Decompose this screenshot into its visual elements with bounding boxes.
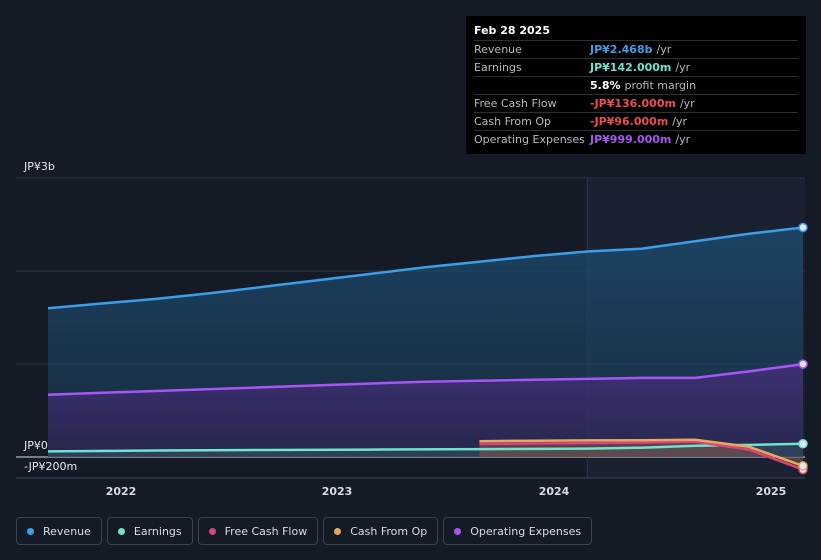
tooltip-row-value: JP¥142.000m (590, 61, 672, 74)
tooltip-row-suffix: /yr (675, 61, 691, 74)
tooltip-row: Earnings JP¥142.000m/yr (474, 58, 798, 76)
legend-label: Operating Expenses (470, 524, 582, 538)
x-tick-label: 2025 (756, 485, 787, 498)
tooltip-row: Revenue JP¥2.468b/yr (474, 40, 798, 58)
tooltip-row-label: Operating Expenses (474, 133, 585, 146)
tooltip-row-suffix: /yr (672, 115, 688, 128)
legend-label: Free Cash Flow (224, 524, 308, 538)
cash-from-op-line (479, 438, 804, 468)
operating-expenses-area (48, 364, 803, 457)
x-tick-label: 2023 (322, 485, 353, 498)
tooltip-row-label: Free Cash Flow (474, 97, 557, 110)
operating-expenses-end-point (798, 359, 808, 369)
tooltip-row-value: JP¥999.000m (590, 133, 672, 146)
tooltip-row: 5.8% profit margin (474, 76, 798, 94)
legend-item-free-cash-flow[interactable]: Free Cash Flow (197, 517, 319, 545)
tooltip-row-value: -JP¥96.000m (590, 115, 669, 128)
legend-dot-icon (334, 527, 342, 535)
legend-label: Earnings (133, 524, 182, 538)
tooltip-row-suffix: /yr (675, 133, 691, 146)
tooltip-row-suffix: /yr (656, 43, 672, 56)
tooltip-panel: Feb 28 2025 Revenue JP¥2.468b/yr Earnings J… (466, 16, 806, 154)
y-label-zero: JP¥0 (23, 439, 48, 452)
tooltip-row-suffix: /yr (679, 97, 695, 110)
tooltip-row: Operating Expenses JP¥999.000m/yr (474, 130, 798, 148)
tooltip-row-label: Earnings (474, 61, 522, 74)
chart-legend: Revenue Earnings Free Cash Flow Cash From O… (16, 517, 593, 547)
free-cash-flow-line (479, 440, 804, 471)
legend-dot-icon (117, 527, 125, 535)
tooltip-row: Cash From Op -JP¥96.000m/yr (474, 112, 798, 130)
x-tick-label: 2024 (539, 485, 570, 498)
tooltip-date: Feb 28 2025 (474, 24, 550, 37)
x-tick-label: 2022 (106, 485, 137, 498)
tooltip-row-label: Revenue (474, 43, 522, 56)
legend-item-revenue[interactable]: Revenue (16, 517, 102, 545)
legend-dot-icon (208, 527, 216, 535)
revenue-line (47, 226, 804, 310)
operating-expenses-line (47, 362, 804, 396)
legend-dot-icon (454, 527, 462, 535)
y-label-top: JP¥3b (23, 160, 55, 173)
y-label-bottom: -JP¥200m (24, 460, 77, 473)
cash-from-op-end-point (798, 461, 808, 471)
tooltip-row: Free Cash Flow -JP¥136.000m/yr (474, 94, 798, 112)
legend-item-earnings[interactable]: Earnings (106, 517, 193, 545)
legend-dot-icon (27, 527, 34, 535)
revenue-end-point (798, 222, 808, 233)
tooltip-row-label: Cash From Op (474, 115, 552, 128)
legend-label: Cash From Op (350, 524, 428, 538)
tooltip-row-value: 5.8% (590, 79, 621, 92)
legend-item-cash-from-op[interactable]: Cash From Op (323, 517, 439, 545)
tooltip-row-value: JP¥2.468b (590, 43, 653, 56)
earnings-end-point (798, 439, 808, 449)
legend-label: Revenue (43, 524, 91, 538)
tooltip-row-value: -JP¥136.000m (590, 97, 676, 110)
legend-item-operating-expenses[interactable]: Operating Expenses (443, 517, 593, 545)
tooltip-row-suffix: profit margin (624, 79, 697, 92)
